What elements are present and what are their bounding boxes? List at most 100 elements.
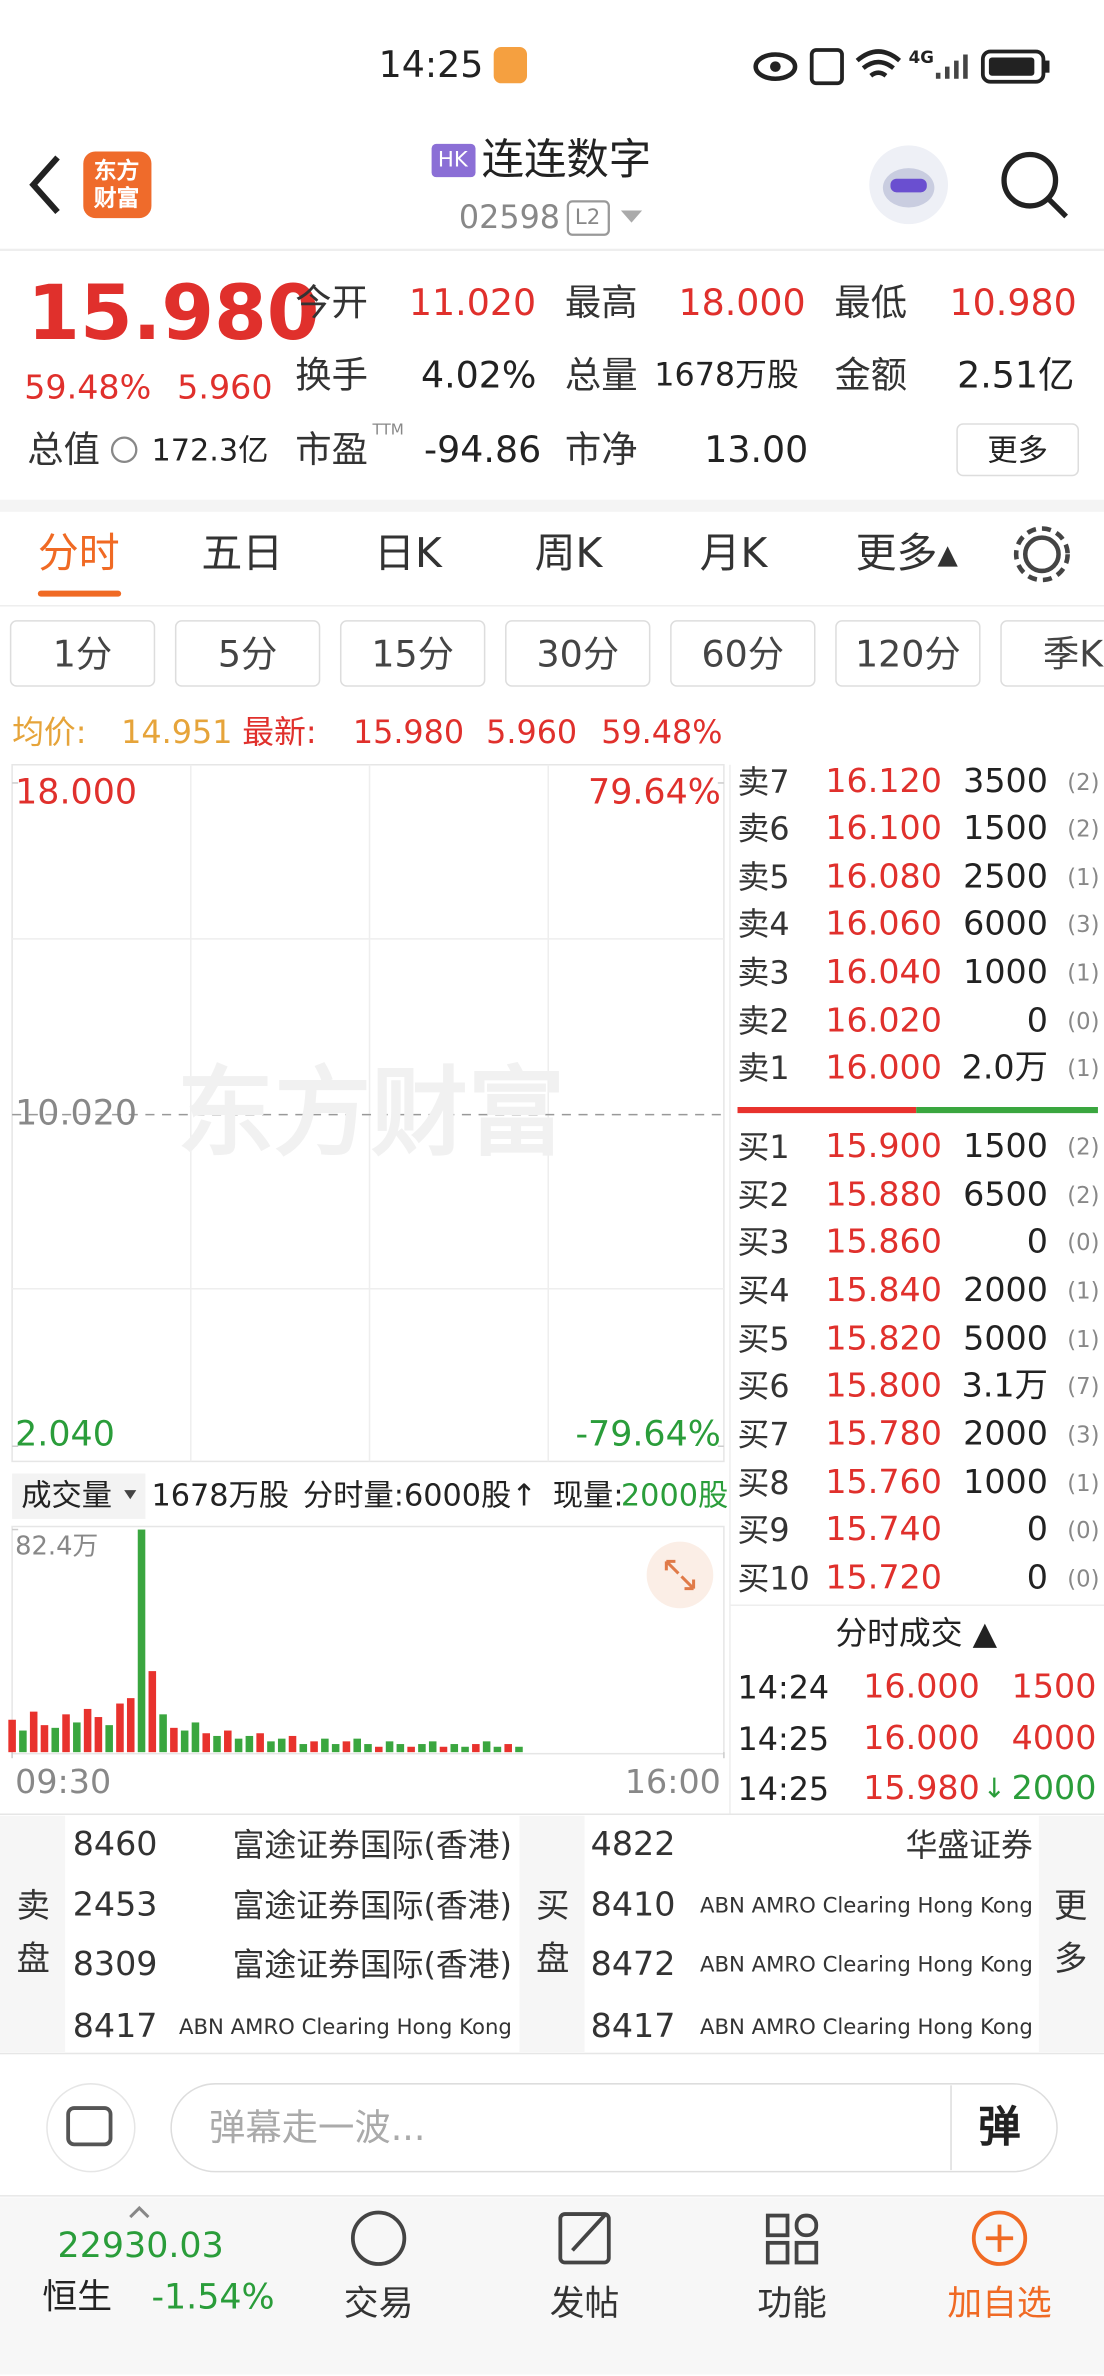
tab[interactable]: 分时 [37,530,120,578]
nav-item[interactable]: 加自选 [947,2284,1052,2324]
interval-label[interactable]: 1分 [52,633,113,676]
level-price: 16.060 [825,905,942,944]
post-icon[interactable] [558,2212,611,2265]
change: 5.960 [177,369,273,408]
add-watch-icon[interactable] [971,2210,1028,2266]
volume-bar [418,1744,426,1753]
broker-name: 富途证券国际(香港) [232,1946,512,1984]
broker-code: 2453 [72,1886,158,1925]
broker-code: 4822 [590,1826,676,1865]
broker-name: ABN AMRO Clearing Hong Kong [699,2015,1033,2040]
level-price: 15.740 [825,1511,942,1550]
interval-label[interactable]: 30分 [536,633,620,676]
broker-name: 华盛证券 [905,1827,1033,1864]
volume-bar [224,1730,232,1753]
volume-bar [180,1730,189,1753]
volume-title[interactable]: 成交量 [21,1476,113,1513]
trade-volume: 1500 [1011,1668,1097,1707]
stat-value: 10.980 [949,281,1077,325]
level-label: 卖3 [737,954,790,992]
comment-icon[interactable] [46,2083,136,2173]
stat-label: 最低 [834,281,908,325]
level-volume: 0 [1026,1223,1048,1262]
interval-button[interactable] [670,620,816,687]
level-count: (2) [1067,1133,1100,1161]
y-tick-label: 82.4万 [15,1531,99,1563]
tab[interactable]: 五日 [201,530,284,578]
expand-button[interactable] [646,1541,714,1609]
interval-label[interactable]: 15分 [371,633,454,676]
clock: 14:25 [378,43,484,87]
nav-item[interactable]: 功能 [757,2284,827,2324]
interval-label[interactable]: 5分 [217,633,278,676]
stat-label: 最高 [564,281,638,325]
tab[interactable]: 周K [534,530,603,578]
level-label: 卖7 [737,764,790,801]
level-price: 15.900 [825,1128,942,1167]
volume-bar [353,1738,361,1753]
level-count: (0) [1067,1007,1100,1036]
tab[interactable]: 日K [374,530,442,578]
volume-bar [148,1671,157,1753]
tab[interactable]: 月K [699,530,768,578]
volume-bar [29,1711,38,1753]
y-tick-label: 18.000 [15,773,138,813]
volume-selector[interactable] [12,1473,146,1519]
search-button[interactable] [1001,151,1059,209]
level-volume: 1500 [963,810,1048,849]
level-count: (3) [1067,910,1100,939]
level-label: 买4 [737,1272,790,1310]
sell-label-bg [0,1815,66,2053]
volume-bar [396,1744,405,1753]
trade-price: 16.000 [863,1668,980,1707]
tab[interactable]: 更多▴ [855,530,958,578]
level-volume: 0 [1026,1511,1048,1550]
app-icon [493,46,528,84]
more-bg[interactable] [1038,1815,1104,2053]
interval-button[interactable] [9,620,156,687]
volume-bar [62,1714,70,1753]
interval-label[interactable]: 季K [1042,633,1104,676]
volume-bar [331,1744,340,1753]
volume-bar [515,1746,523,1753]
level-volume: 1000 [963,1464,1048,1503]
interval-button[interactable] [835,620,981,687]
level-count: (1) [1067,959,1100,987]
comment-input[interactable] [170,2083,1058,2173]
current-volume: 2000股 [620,1476,729,1513]
volume-bar [105,1725,113,1753]
nav-item[interactable]: 发帖 [549,2284,620,2324]
level-price: 15.800 [825,1367,942,1406]
interval-label[interactable]: 120分 [855,633,961,676]
stat-value: 1678万股 [654,356,799,393]
interval-button[interactable] [174,620,321,687]
dropdown-arrow[interactable] [620,210,643,223]
level-volume: 0 [1026,1559,1048,1598]
buy-label: 买盘 [536,1888,570,1980]
volume-bar [277,1738,286,1753]
more-brokers[interactable]: 更多 [1053,1888,1088,1980]
info-icon [110,436,138,464]
level-label: 卖2 [737,1003,790,1040]
settings-button[interactable] [1022,535,1061,574]
more-button[interactable]: 更多 [987,431,1048,468]
interval-button[interactable] [339,620,486,687]
interval-button[interactable] [505,620,651,687]
danmaku-button[interactable]: 弹 [978,2101,1021,2152]
level-count: (2) [1067,768,1100,796]
function-icon[interactable] [765,2213,790,2238]
trades-title[interactable]: 分时成交 ▲ [835,1615,998,1652]
interval-button[interactable] [1000,620,1104,687]
level-box [566,200,610,236]
more-button[interactable] [956,423,1080,477]
comment-placeholder[interactable]: 弹幕走一波... [208,2106,426,2149]
volume-bar [256,1733,264,1753]
sell-label: 卖盘 [16,1888,50,1980]
level-price: 15.820 [825,1320,942,1359]
nav-item[interactable]: 交易 [343,2284,414,2324]
back-button[interactable] [29,155,60,215]
trade-icon[interactable] [350,2210,407,2266]
level-volume: 2.0万 [961,1049,1048,1088]
interval-label[interactable]: 60分 [701,633,785,676]
